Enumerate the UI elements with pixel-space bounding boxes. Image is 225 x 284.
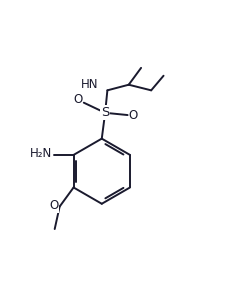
Text: H₂N: H₂N: [30, 147, 52, 160]
Text: O: O: [73, 93, 82, 106]
Text: S: S: [101, 106, 109, 119]
Text: O: O: [49, 199, 58, 212]
Text: HN: HN: [81, 78, 98, 91]
Text: O: O: [128, 108, 137, 122]
